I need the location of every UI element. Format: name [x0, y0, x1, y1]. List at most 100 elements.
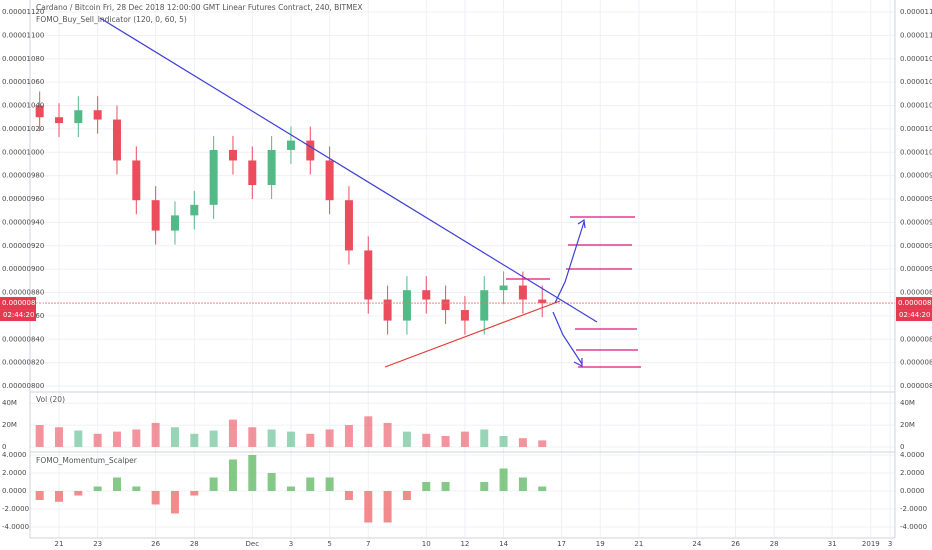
y-tick-label: 0.00001080	[900, 55, 932, 63]
momentum-bar	[170, 490, 179, 514]
y-tick-label: 0.00001080	[2, 55, 44, 63]
y-tick-label: 0.00001020	[2, 125, 44, 133]
candle-body	[480, 290, 489, 321]
candle-body	[325, 160, 334, 201]
candle-body	[460, 310, 469, 321]
momentum-bar	[422, 481, 431, 491]
volume-bar	[35, 425, 44, 447]
volume-bar	[112, 431, 121, 447]
volume-bar	[54, 427, 63, 447]
last-price-box	[896, 297, 932, 310]
countdown-box	[896, 309, 932, 322]
chart-title: Cardano / Bitcoin Fri, 28 Dec 2018 12:00…	[36, 3, 362, 12]
x-tick-label: 3	[888, 540, 892, 548]
x-tick-label: 17	[557, 540, 566, 548]
trend-line	[99, 17, 598, 323]
y-tick-label: 0	[900, 443, 904, 451]
momentum-bar	[364, 490, 373, 523]
y-tick-label: 0.00000900	[900, 265, 932, 273]
volume-bar	[325, 429, 334, 447]
x-tick-label: 21	[55, 540, 64, 548]
y-tick-label: 0.00000940	[900, 218, 932, 226]
momentum-bar	[325, 477, 334, 491]
candle-body	[54, 117, 63, 124]
volume-label: Vol (20)	[36, 395, 65, 404]
volume-bar	[93, 433, 102, 447]
y-tick-label: 0.00001120	[900, 8, 932, 16]
candle-body	[190, 204, 199, 216]
momentum-bar	[441, 481, 450, 491]
arrows	[552, 218, 586, 367]
x-tick-label: 7	[366, 540, 370, 548]
x-tick-label: 23	[93, 540, 102, 548]
volume-bar	[422, 433, 431, 447]
momentum-bar	[93, 486, 102, 491]
y-tick-label: 0.00001020	[900, 125, 932, 133]
candle-body	[170, 215, 179, 231]
candle-body	[422, 290, 431, 300]
momentum-bar	[518, 477, 527, 491]
y-tick-label: -4.0000	[900, 523, 927, 531]
y-tick-label: 0.00000800	[2, 382, 44, 390]
momentum-bar	[402, 490, 411, 500]
candle-body	[248, 160, 257, 186]
volume-bar	[306, 433, 315, 447]
y-tick-label: 0.0000	[900, 487, 925, 495]
momentum-bar	[538, 486, 547, 491]
momentum-bar	[480, 481, 489, 491]
drawings	[99, 17, 641, 368]
y-tick-label: 0.00000880	[2, 289, 44, 297]
x-tick-label: 12	[460, 540, 469, 548]
x-tick-label: 28	[190, 540, 199, 548]
y-tick-label: 0.00000920	[2, 242, 44, 250]
momentum-bar	[228, 459, 237, 491]
x-tick-label: 3	[289, 540, 293, 548]
y-tick-label: 0	[2, 443, 6, 451]
momentum-bar	[209, 477, 218, 491]
y-tick-label: 0.00001100	[2, 31, 44, 39]
y-tick-label: 0.00001060	[900, 78, 932, 86]
countdown-label: 02:44:20	[3, 311, 34, 319]
grid	[30, 0, 895, 538]
y-tick-label: 0.00000840	[2, 335, 44, 343]
y-tick-label: 0.00000980	[900, 172, 932, 180]
momentum-label: FOMO_Momentum_Scalper	[36, 456, 138, 465]
momentum-bar	[190, 490, 199, 496]
y-tick-label: 0.00000800	[900, 382, 932, 390]
volume-bar	[74, 430, 83, 447]
candle-body	[306, 140, 315, 161]
candle-body	[151, 200, 160, 231]
volume-bar	[480, 429, 489, 447]
volume-bar	[344, 425, 353, 447]
candle-body	[209, 149, 218, 205]
candle-body	[267, 149, 276, 186]
x-tick-label: 19	[596, 540, 605, 548]
candle-body	[538, 299, 547, 304]
countdown-label: 02:44:20	[899, 311, 930, 319]
x-tick-label: 26	[151, 540, 160, 548]
volume-bar	[383, 422, 392, 447]
candle-body	[518, 285, 527, 300]
volume-bar	[228, 419, 237, 447]
momentum-bar	[248, 454, 257, 491]
y-tick-label: 0.00001100	[900, 31, 932, 39]
y-tick-label: 40M	[900, 399, 915, 407]
y-tick-label: 20M	[2, 421, 17, 429]
y-tick-label: 0.00000960	[2, 195, 44, 203]
y-tick-label: 0.00001060	[2, 78, 44, 86]
y-tick-label: 0.00001000	[900, 148, 932, 156]
candle-body	[228, 149, 237, 161]
volume-bar	[170, 427, 179, 447]
candle-body	[364, 250, 373, 300]
y-tick-label: 0.00001000	[2, 148, 44, 156]
volume-bar	[518, 438, 527, 447]
indicator-label: FOMO_Buy_Sell_Indicator (120, 0, 60, 5)	[36, 15, 187, 24]
volume-bar	[190, 433, 199, 447]
trend-line	[384, 300, 561, 368]
y-tick-label: -4.0000	[2, 523, 29, 531]
candle-body	[35, 105, 44, 118]
y-tick-label: 4.0000	[900, 451, 925, 459]
volume-bar	[364, 416, 373, 447]
y-tick-label: 0.00001040	[900, 102, 932, 110]
volume-bar	[132, 429, 141, 447]
